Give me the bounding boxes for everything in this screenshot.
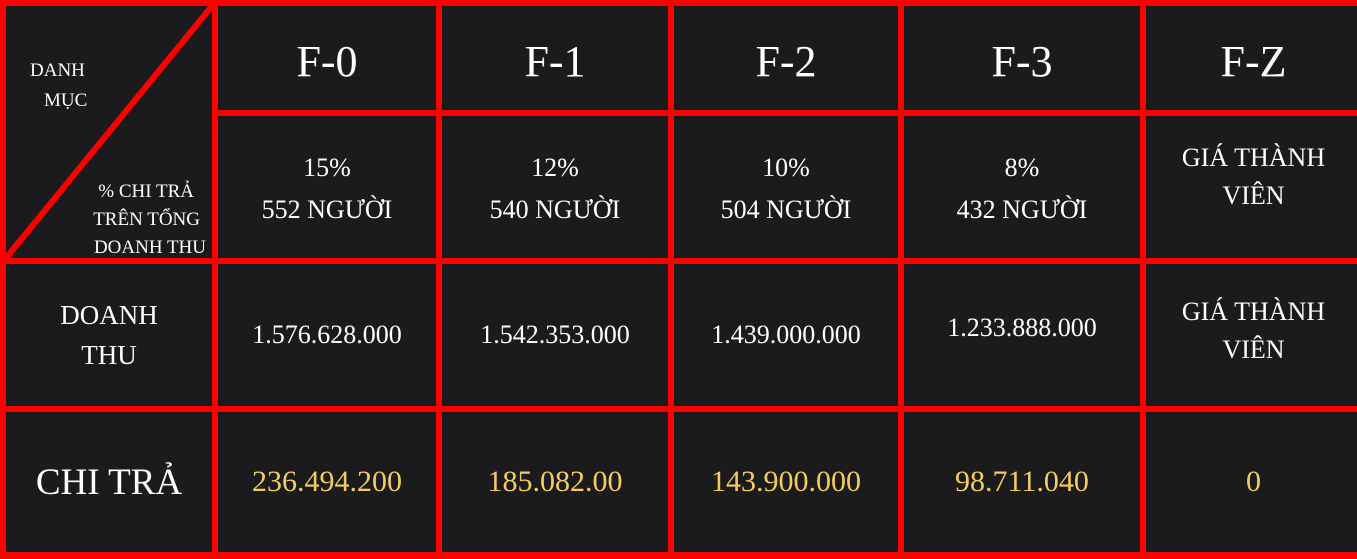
category-label-line2: MỤC xyxy=(44,90,88,111)
rate-percent: 8% xyxy=(1004,153,1040,182)
rate-people: 552 NGƯỜI xyxy=(261,195,393,224)
payout-cell-f2: 143.900.000 xyxy=(674,412,898,552)
rate-text-line2: VIÊN xyxy=(1222,181,1285,210)
payout-percent-label-line3: DOANH THU xyxy=(93,237,206,258)
rate-percent: 10% xyxy=(762,153,810,182)
revenue-cell-f3: 1.233.888.000 xyxy=(904,264,1140,406)
payout-percent-label: % CHI TRẢ TRÊN TỔNG DOANH THU xyxy=(93,178,206,258)
rate-people: 504 NGƯỜI xyxy=(720,195,852,224)
revenue-cell-f1: 1.542.353.000 xyxy=(442,264,668,406)
category-label: DANH MỤC xyxy=(30,56,87,116)
rate-cell-f2: 10% 504 NGƯỜI xyxy=(674,116,898,258)
rate-percent: 15% xyxy=(303,153,351,182)
column-header-f3: F-3 xyxy=(904,6,1140,110)
column-header-fz: F-Z xyxy=(1146,6,1357,110)
column-header-f1: F-1 xyxy=(442,6,668,110)
rate-cell-fz: GIÁ THÀNH VIÊN xyxy=(1146,116,1357,258)
rate-people: 432 NGƯỜI xyxy=(956,195,1088,224)
revenue-cell-f2: 1.439.000.000 xyxy=(674,264,898,406)
rate-cell-f0: 15% 552 NGƯỜI xyxy=(218,116,436,258)
payout-percent-label-line2: TRÊN TỔNG xyxy=(93,209,200,230)
rate-people: 540 NGƯỜI xyxy=(489,195,621,224)
revenue-cell-f0: 1.576.628.000 xyxy=(218,264,436,406)
column-header-f2: F-2 xyxy=(674,6,898,110)
payout-cell-fz: 0 xyxy=(1146,412,1357,552)
row-label-revenue-line2: THU xyxy=(81,340,137,370)
rate-percent: 12% xyxy=(531,153,579,182)
payout-cell-f1: 185.082.00 xyxy=(442,412,668,552)
rate-cell-f1: 12% 540 NGƯỜI xyxy=(442,116,668,258)
row-label-revenue-line1: DOANH xyxy=(60,300,158,330)
row-label-revenue: DOANH THU xyxy=(6,264,212,406)
corner-header-cell: DANH MỤC % CHI TRẢ TRÊN TỔNG DOANH THU xyxy=(6,6,212,258)
diagonal-divider xyxy=(6,6,212,258)
rate-text-line1: GIÁ THÀNH xyxy=(1181,143,1326,172)
column-header-f0: F-0 xyxy=(218,6,436,110)
revenue-text-line2: VIÊN xyxy=(1222,335,1285,364)
category-label-line1: DANH xyxy=(30,60,85,81)
row-label-payout: CHI TRẢ xyxy=(6,412,212,552)
payout-cell-f3: 98.711.040 xyxy=(904,412,1140,552)
revenue-cell-fz: GIÁ THÀNH VIÊN xyxy=(1146,264,1357,406)
payout-cell-f0: 236.494.200 xyxy=(218,412,436,552)
rate-cell-f3: 8% 432 NGƯỜI xyxy=(904,116,1140,258)
payout-percent-label-line1: % CHI TRẢ xyxy=(98,181,194,202)
revenue-text-line1: GIÁ THÀNH xyxy=(1181,297,1326,326)
